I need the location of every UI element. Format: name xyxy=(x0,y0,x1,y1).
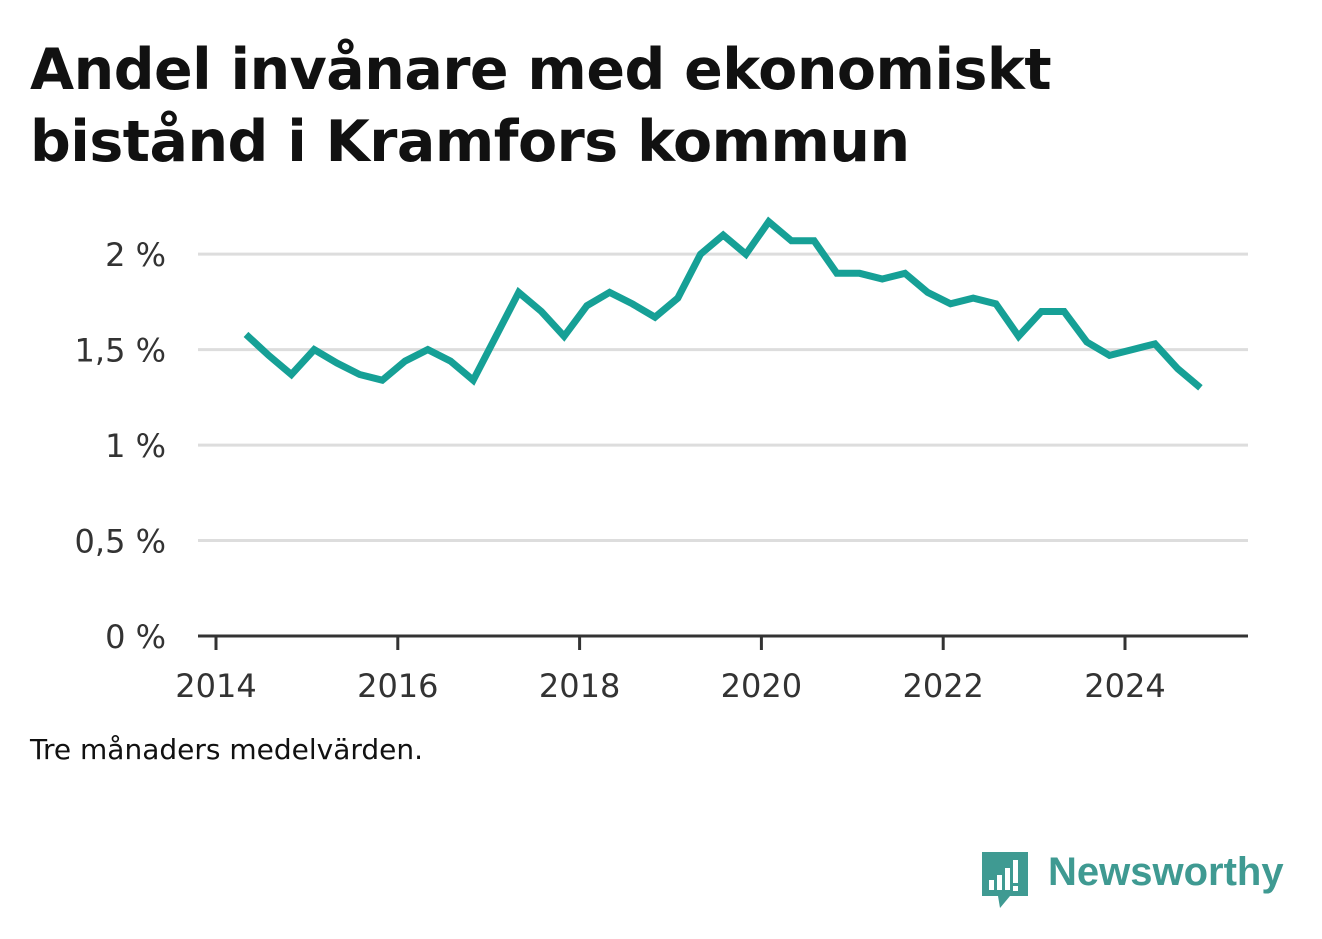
series-layer xyxy=(243,216,1203,391)
y-axis-labels: 0 % 0,5 % 1 % 1,5 % 2 % xyxy=(75,236,166,656)
x-tick-label: 2020 xyxy=(721,667,802,705)
y-tick-label: 2 % xyxy=(105,236,166,274)
x-axis-labels: 2014 2016 2018 2020 2022 2024 xyxy=(175,667,1165,705)
x-tick-label: 2016 xyxy=(357,667,438,705)
y-tick-label: 1 % xyxy=(105,427,166,465)
grid-lines xyxy=(198,252,1248,543)
x-tick-label: 2022 xyxy=(902,667,983,705)
x-tick-label: 2014 xyxy=(175,667,256,705)
chart-title-line-1: Andel invånare med ekonomiskt xyxy=(30,37,1052,103)
chart-title: Andel invånare med ekonomiskt bistånd i … xyxy=(30,34,1290,178)
x-axis xyxy=(198,634,1248,650)
line-chart: 0 % 0,5 % 1 % 1,5 % 2 % 2014 2016 2018 2020 2022… xyxy=(75,216,1248,705)
series-line xyxy=(243,216,1203,391)
y-tick-label: 0,5 % xyxy=(75,523,166,561)
newsworthy-logo: Newsworthy xyxy=(980,848,1300,912)
chart-note: Tre månaders medelvärden. xyxy=(30,733,424,766)
x-tick-label: 2024 xyxy=(1084,667,1165,705)
x-tick-label: 2018 xyxy=(539,667,620,705)
newsworthy-logo-icon xyxy=(982,852,1028,908)
y-tick-label: 1,5 % xyxy=(75,332,166,370)
y-tick-label: 0 % xyxy=(105,618,166,656)
chart-title-line-2: bistånd i Kramfors kommun xyxy=(30,109,910,175)
brand-name: Newsworthy xyxy=(1048,850,1284,894)
